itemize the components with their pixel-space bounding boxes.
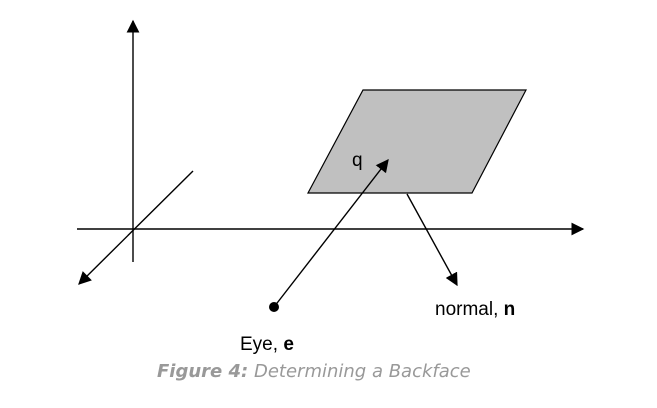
eye-label: Eye, e (240, 334, 294, 355)
z-axis-arrow (78, 170, 194, 285)
figure-caption: Figure 4: Determining a Backface (157, 361, 471, 382)
normal-label: normal, n (435, 299, 515, 320)
figure-caption-text: Determining a Backface (248, 361, 470, 382)
plane-parallelogram (306, 89, 527, 194)
figure-caption-label: Figure 4: (157, 361, 248, 382)
eye-to-q-arrow (273, 158, 389, 308)
normal-label-symbol: n (504, 299, 516, 320)
eye-point (269, 302, 279, 312)
normal-arrow (406, 193, 458, 287)
eye-label-symbol: e (283, 334, 294, 355)
point-q-label: q (352, 150, 363, 171)
normal-label-prefix: normal, (435, 299, 504, 320)
eye-label-prefix: Eye, (240, 334, 283, 355)
